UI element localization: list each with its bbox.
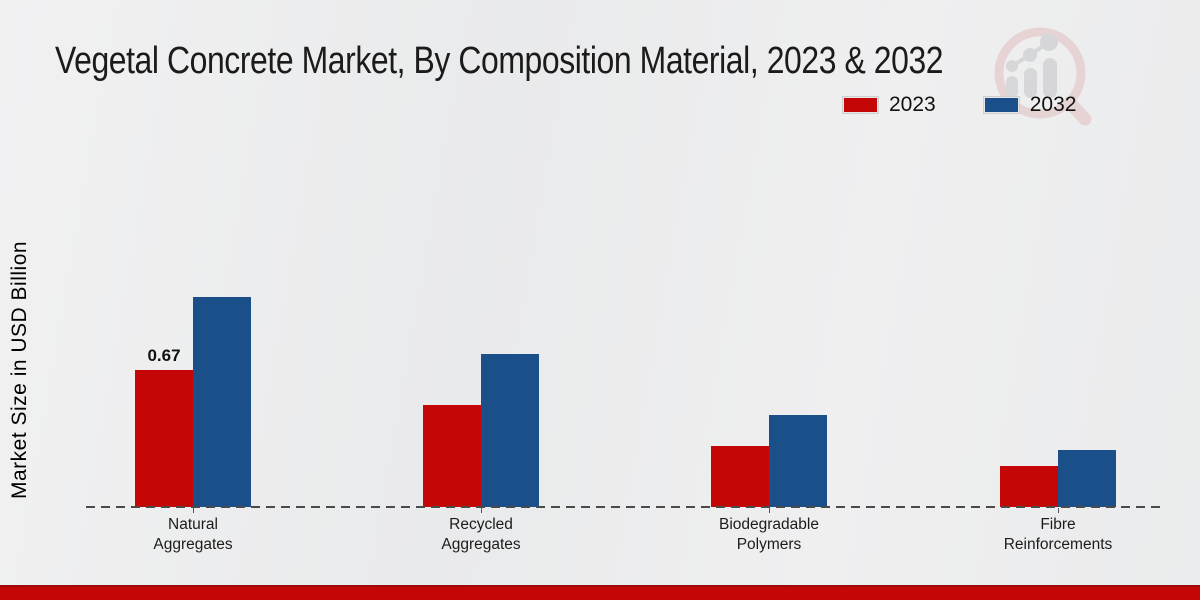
- legend: 2023 2032: [843, 93, 1076, 117]
- x-axis-tick: [481, 508, 482, 513]
- bar-2023-natural-aggregates: [135, 370, 193, 507]
- chart-title: Vegetal Concrete Market, By Composition …: [55, 40, 944, 82]
- legend-label: 2032: [1029, 93, 1077, 116]
- bar-group-fibre-reinforcements: [1000, 450, 1116, 507]
- footer-accent-bar: [0, 585, 1200, 600]
- legend-item-2023: 2023: [843, 93, 936, 117]
- category-label-natural-aggregates: Natural Aggregates: [153, 516, 233, 554]
- bar-2032-biodegradable-polymers: [769, 415, 827, 507]
- category-label-fibre-reinforcements: Fibre Reinforcements: [1003, 516, 1113, 554]
- bar-2032-natural-aggregates: [193, 297, 251, 507]
- bar-group-biodegradable-polymers: [711, 415, 827, 507]
- magnifier-growth-chart-logo-icon: [994, 27, 1092, 126]
- legend-item-2032: 2032: [983, 93, 1077, 117]
- bar-2023-biodegradable-polymers: [711, 446, 769, 507]
- x-axis-baseline: [86, 506, 1164, 508]
- x-axis-tick: [769, 508, 770, 513]
- legend-swatch-2023: [843, 97, 878, 113]
- bar-group-natural-aggregates: 0.67: [135, 297, 251, 507]
- bar-group-recycled-aggregates: [423, 354, 539, 507]
- legend-swatch-2032: [983, 97, 1019, 113]
- bar-2032-recycled-aggregates: [481, 354, 539, 507]
- x-axis-tick: [193, 508, 194, 513]
- category-label-biodegradable-polymers: Biodegradable Polymers: [719, 516, 819, 554]
- bar-2023-recycled-aggregates: [423, 405, 481, 507]
- bar-2032-fibre-reinforcements: [1058, 450, 1116, 507]
- legend-label: 2023: [889, 93, 936, 116]
- y-axis-label: Market Size in USD Billion: [8, 240, 31, 500]
- bar-2023-fibre-reinforcements: [1000, 466, 1058, 507]
- category-label-recycled-aggregates: Recycled Aggregates: [441, 516, 521, 554]
- bar-value-label: 0.67: [147, 346, 181, 365]
- x-axis-tick: [1058, 508, 1059, 513]
